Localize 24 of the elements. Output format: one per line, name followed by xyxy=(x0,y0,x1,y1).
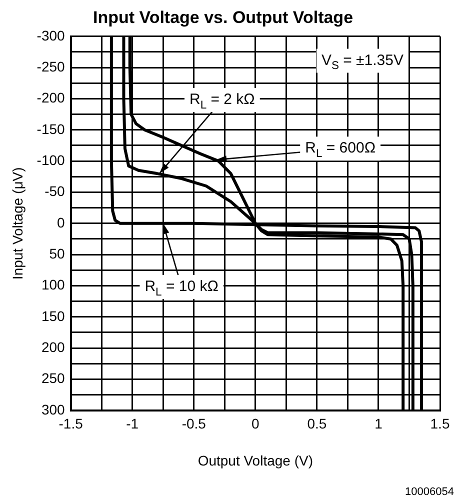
y-axis-title: Input Voltage (μV) xyxy=(9,167,26,280)
y-tick-label: 150 xyxy=(41,308,66,324)
y-tick-label: -250 xyxy=(36,58,66,74)
y-tick-label: -300 xyxy=(36,27,66,44)
x-tick-label: 1 xyxy=(374,416,383,432)
chart-title: Input Voltage vs. Output Voltage xyxy=(92,8,354,27)
y-tick-label: -200 xyxy=(36,90,66,106)
y-tick-label: 200 xyxy=(41,338,66,355)
y-tick-label: 250 xyxy=(41,370,66,386)
x-axis-title: Output Voltage (V) xyxy=(198,452,314,468)
y-tick-label: 0 xyxy=(57,214,66,230)
x-tick-label: 0.5 xyxy=(307,416,327,432)
y-tick-label: 300 xyxy=(41,401,66,418)
y-tick-label: 100 xyxy=(41,276,66,293)
x-tick-label: -1 xyxy=(126,416,139,432)
text: 10006054 xyxy=(405,486,454,498)
y-tick-label: 50 xyxy=(49,245,66,262)
x-tick-label: 0 xyxy=(252,416,260,432)
x-tick-label: -1.5 xyxy=(58,416,84,432)
y-tick-label: -100 xyxy=(36,152,66,168)
x-tick-label: -0.5 xyxy=(182,416,206,432)
y-tick-label: -50 xyxy=(44,183,66,200)
y-tick-label: -150 xyxy=(36,120,66,137)
x-tick-label: 1.5 xyxy=(430,416,450,432)
